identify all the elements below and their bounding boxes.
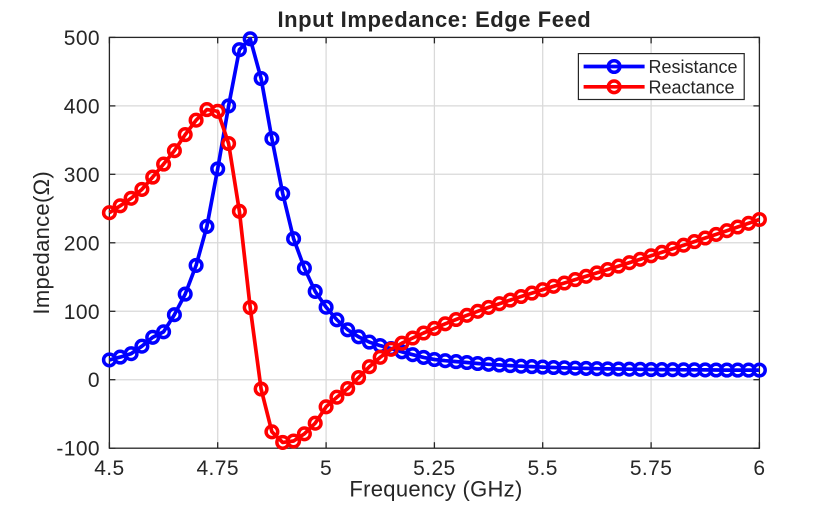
svg-text:Frequency (GHz): Frequency (GHz) <box>349 477 522 502</box>
svg-text:200: 200 <box>64 232 100 255</box>
svg-text:6: 6 <box>753 457 765 480</box>
svg-text:5.75: 5.75 <box>630 457 672 480</box>
svg-text:Reactance: Reactance <box>649 77 735 97</box>
svg-text:5: 5 <box>320 457 332 480</box>
svg-text:300: 300 <box>64 164 100 187</box>
svg-text:0: 0 <box>88 369 100 392</box>
svg-text:-100: -100 <box>56 438 100 461</box>
svg-text:100: 100 <box>64 301 100 324</box>
svg-text:5.25: 5.25 <box>413 457 455 480</box>
svg-text:4.75: 4.75 <box>196 457 238 480</box>
svg-text:Input Impedance: Edge Feed: Input Impedance: Edge Feed <box>278 7 592 32</box>
svg-text:5.5: 5.5 <box>527 457 557 480</box>
svg-text:Impedance(Ω): Impedance(Ω) <box>29 171 54 315</box>
svg-text:Resistance: Resistance <box>649 57 738 77</box>
svg-text:400: 400 <box>64 95 100 118</box>
svg-text:500: 500 <box>64 27 100 50</box>
svg-text:4.5: 4.5 <box>94 457 124 480</box>
